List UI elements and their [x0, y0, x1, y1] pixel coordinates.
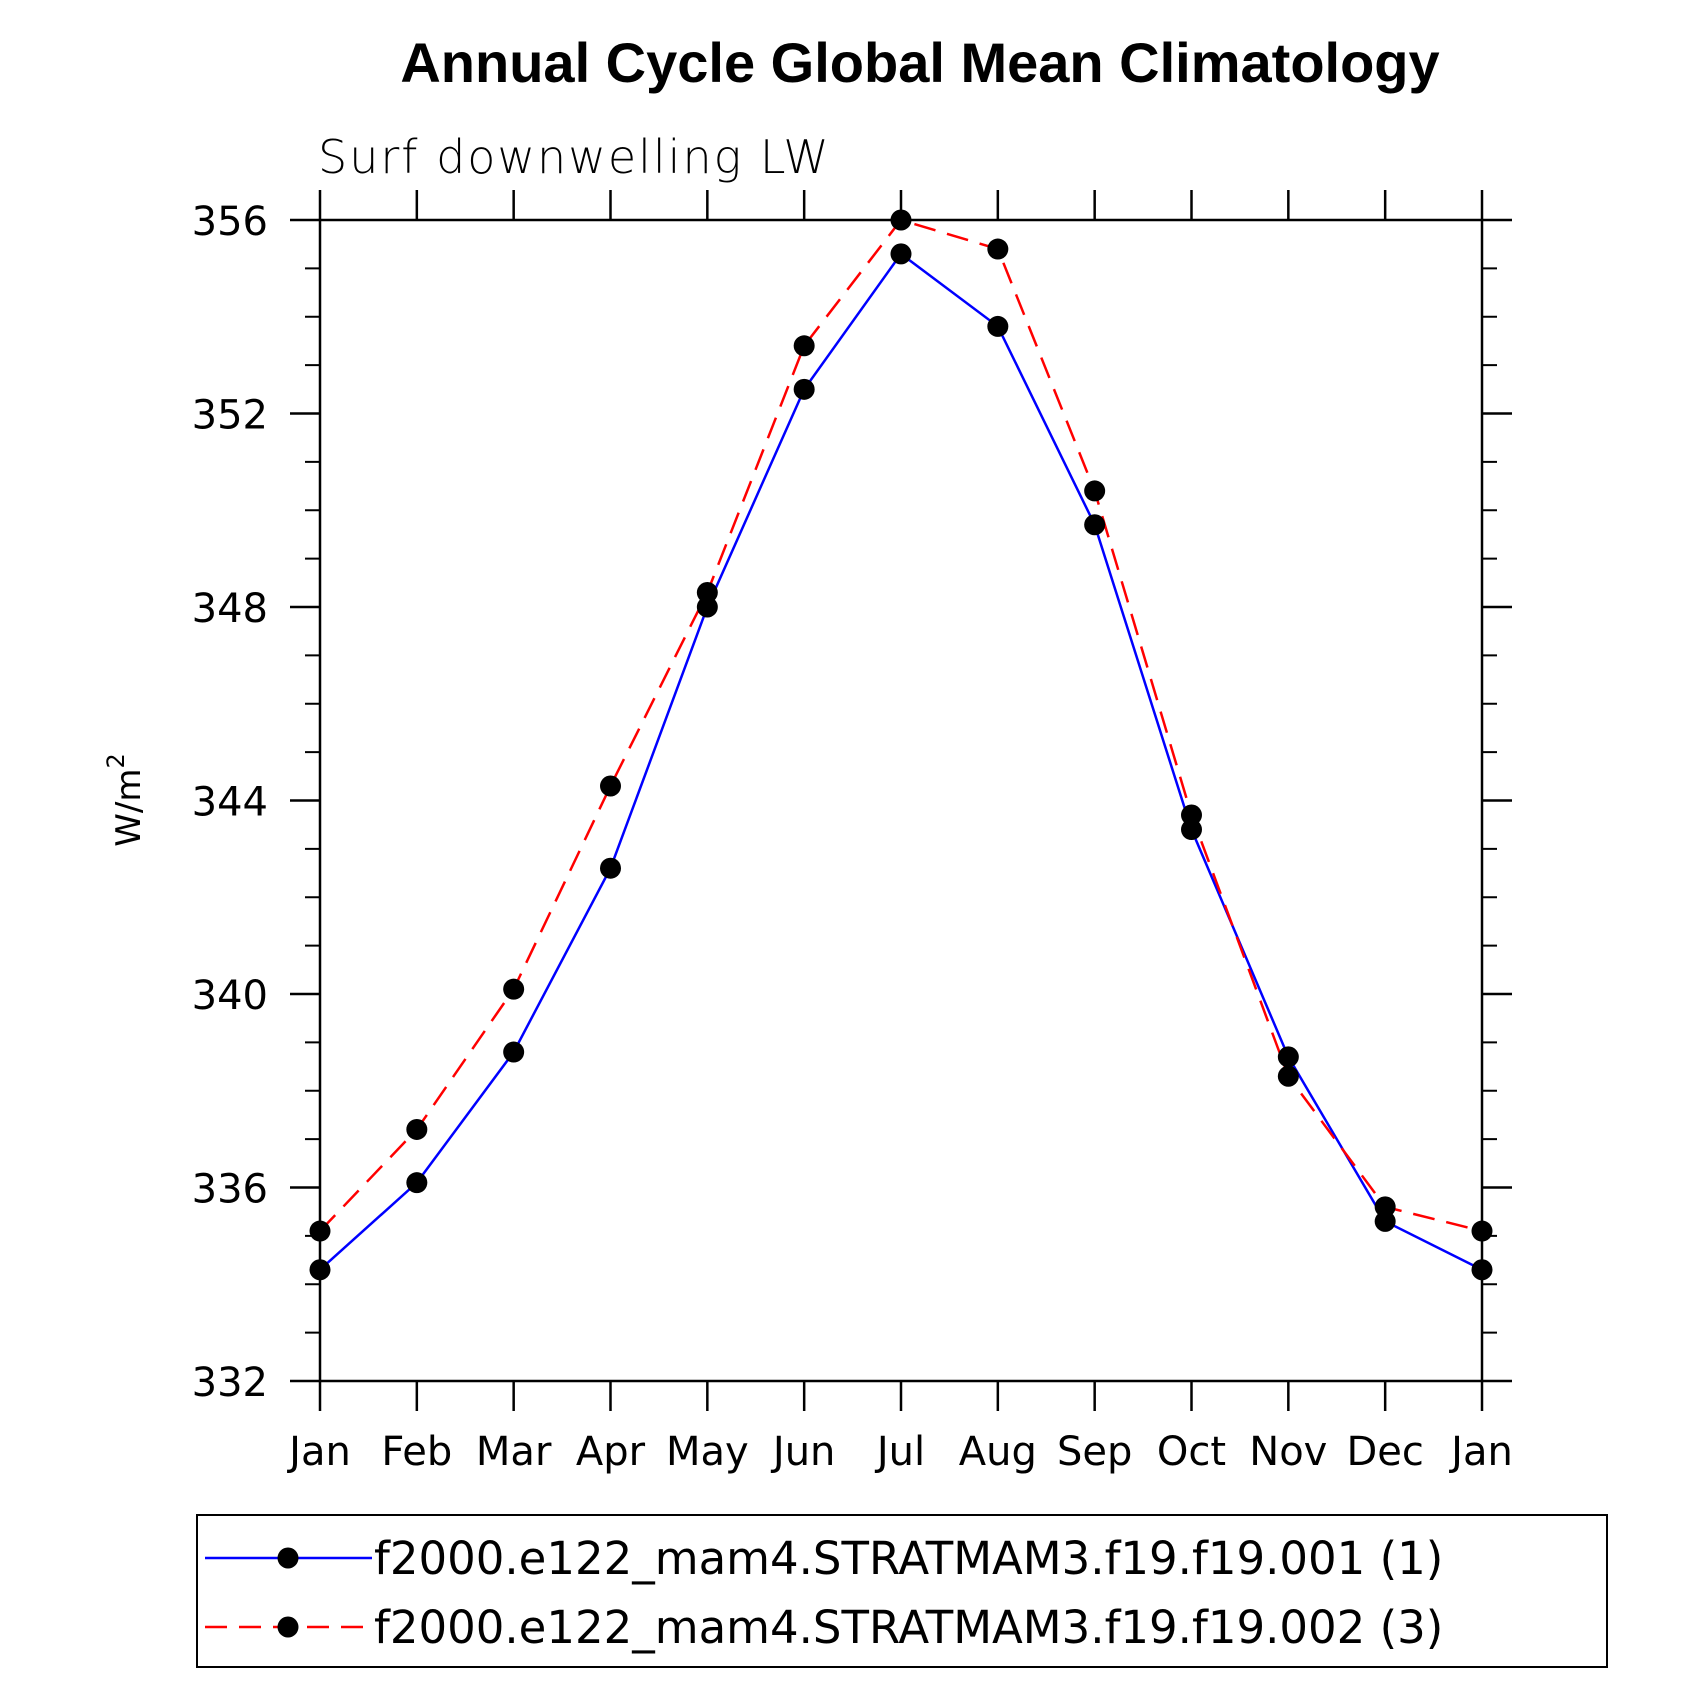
data-point-series-2 [1084, 480, 1106, 502]
x-tick-label: Jul [874, 1429, 925, 1475]
x-tick-label: Jan [286, 1429, 351, 1475]
data-point-series-2 [696, 581, 718, 603]
x-tick-label: Aug [959, 1429, 1037, 1475]
data-point-series-1 [1374, 1210, 1396, 1232]
data-point-series-1 [406, 1172, 428, 1194]
plot-frame [318, 218, 1484, 1383]
data-point-series-1 [890, 243, 912, 265]
series-lines [319, 218, 1483, 1271]
axis-ticks: Jan Feb Mar Apr May Jun Jul Aug Sep Oct Nov Dec Jan 3… [192, 190, 1513, 1475]
x-tick-label: Jan [1448, 1429, 1513, 1475]
y-axis-label-superscript: 2 [102, 753, 130, 768]
legend-label-1: f2000.e122_mam4.STRATMAM3.f19.f19.001 (1… [374, 1532, 1443, 1585]
data-point-series-2 [1471, 1220, 1493, 1242]
data-point-series-2 [406, 1118, 428, 1140]
y-axis-label-text: W/m [109, 769, 149, 847]
legend: f2000.e122_mam4.STRATMAM3.f19.f19.001 (1… [196, 1514, 1608, 1668]
data-point-series-2 [1277, 1065, 1299, 1087]
data-point-series-1 [600, 857, 621, 879]
y-tick-label: 336 [192, 1167, 268, 1213]
data-point-series-2 [503, 978, 525, 1000]
data-point-series-1 [987, 315, 1009, 337]
y-tick-label: 344 [192, 780, 268, 826]
x-tick-label: May [666, 1429, 749, 1475]
data-point-series-1 [696, 596, 718, 618]
data-point-series-2 [1181, 804, 1202, 826]
data-point-series-1 [1471, 1259, 1493, 1281]
x-tick-label: Nov [1249, 1429, 1327, 1475]
series-markers [309, 209, 1493, 1281]
y-axis-label: W/m2 [102, 753, 149, 846]
y-tick-label: 332 [192, 1360, 268, 1406]
legend-box [196, 1514, 1608, 1668]
data-point-series-2 [1374, 1196, 1396, 1218]
y-tick-label: 356 [192, 199, 268, 245]
data-point-series-2 [309, 1220, 331, 1242]
data-point-series-2 [793, 335, 815, 357]
plot-border [318, 218, 1484, 1383]
data-point-series-1 [503, 1041, 525, 1063]
data-point-series-1 [1084, 514, 1106, 536]
data-point-series-1 [793, 378, 815, 400]
legend-label-2: f2000.e122_mam4.STRATMAM3.f19.f19.002 (3… [374, 1601, 1443, 1654]
y-tick-label: 340 [192, 973, 268, 1019]
data-point-series-2 [987, 238, 1009, 260]
x-tick-label: Dec [1346, 1429, 1423, 1475]
x-tick-label: Oct [1157, 1429, 1226, 1475]
x-tick-label: Sep [1057, 1429, 1132, 1475]
legend-marker-2 [277, 1616, 299, 1638]
chart-subtitle: Surf downwelling LW [318, 130, 831, 184]
data-point-series-1 [309, 1259, 331, 1281]
data-point-series-2 [600, 775, 621, 797]
data-point-series-2 [890, 209, 912, 231]
x-tick-label: Feb [381, 1429, 452, 1475]
y-tick-label: 352 [192, 393, 268, 439]
y-tick-label: 348 [192, 586, 268, 632]
x-tick-label: Jun [770, 1429, 836, 1475]
chart-title: Annual Cycle Global Mean Climatology [400, 31, 1439, 94]
data-point-series-1 [1181, 819, 1202, 841]
x-tick-label: Apr [576, 1429, 646, 1475]
data-point-series-1 [1277, 1046, 1299, 1068]
series-line-1 [319, 252, 1483, 1271]
x-tick-label: Mar [476, 1429, 552, 1475]
legend-marker-1 [277, 1547, 299, 1569]
